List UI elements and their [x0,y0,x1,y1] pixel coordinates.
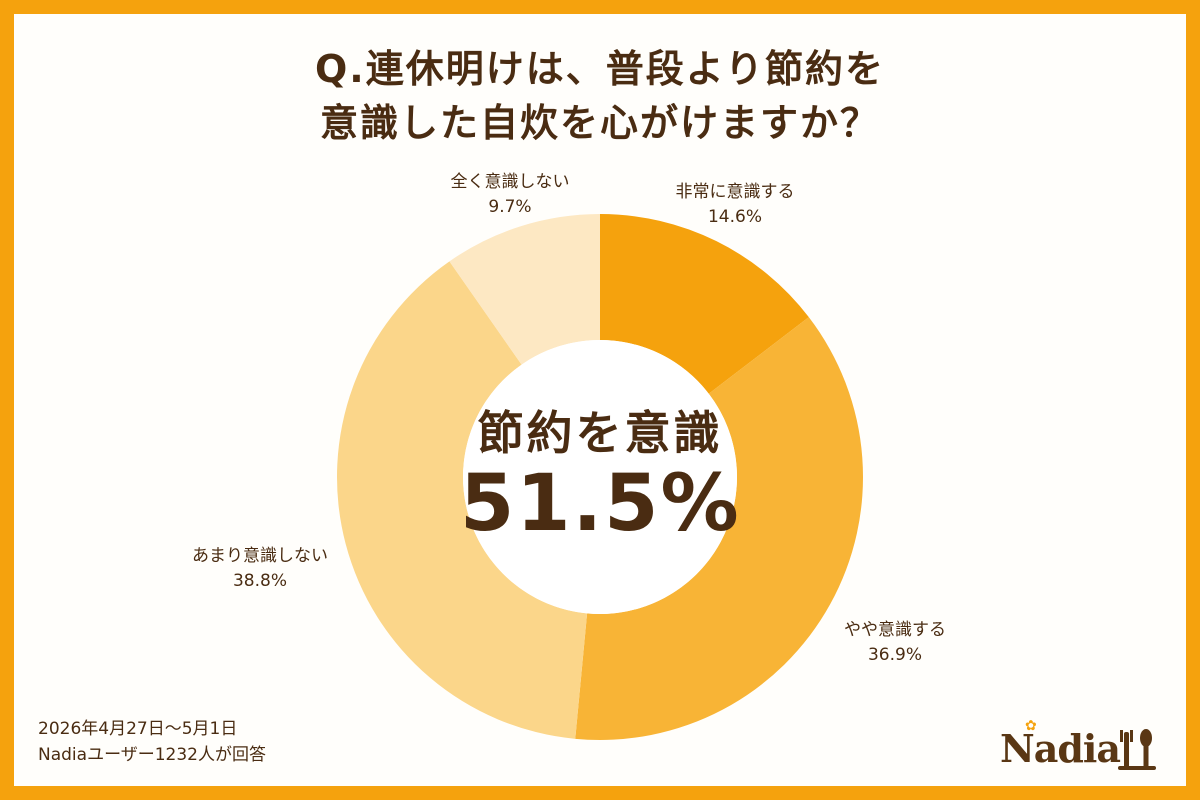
slice-not-much [336,261,588,739]
center-summary: 節約を意識 51.5% [460,405,740,547]
fork-spoon-icon [1118,729,1156,770]
survey-period: 2026年4月27日〜5月1日 [38,719,238,739]
center-value: 51.5% [460,459,741,549]
survey-footer: 2026年4月27日〜5月1日 Nadiaユーザー1232人が回答 [38,716,266,768]
slice-label-not-much: あまり意識しない 38.8% [160,544,360,594]
slice-label-not-at-all-percent: 9.7% [488,197,532,217]
slice-label-not-much-percent: 38.8% [232,571,287,591]
slice-label-not-at-all: 全く意識しない 9.7% [410,170,610,220]
slice-label-very-percent: 14.6% [707,207,762,227]
center-label: 節約を意識 [477,406,723,460]
slice-label-very: 非常に意識する 14.6% [640,180,830,230]
slice-very [600,214,809,394]
slice-label-not-much-name: あまり意識しない [192,546,328,566]
survey-respondents: Nadiaユーザー1232人が回答 [38,745,266,765]
slice-label-somewhat-percent: 36.9% [867,645,922,665]
flower-icon: ✿ [1025,718,1037,734]
slice-not-at-all [449,214,600,365]
logo-text: Nadia [1000,726,1121,771]
slice-label-very-name: 非常に意識する [675,182,795,202]
slice-label-not-at-all-name: 全く意識しない [450,172,570,192]
nadia-logo: ✿ Nadia [1000,718,1165,776]
slice-label-somewhat-name: やや意識する [844,620,946,640]
donut-hole [463,340,737,614]
slice-somewhat [575,317,863,741]
title-line-1: Q.連休明けは、普段より節約を [315,47,885,91]
slice-label-somewhat: やや意識する 36.9% [800,618,990,668]
title-line-2: 意識した自炊を心がけますか？ [319,101,880,145]
chart-title: Q.連休明けは、普段より節約を 意識した自炊を心がけますか？ [0,42,1200,150]
